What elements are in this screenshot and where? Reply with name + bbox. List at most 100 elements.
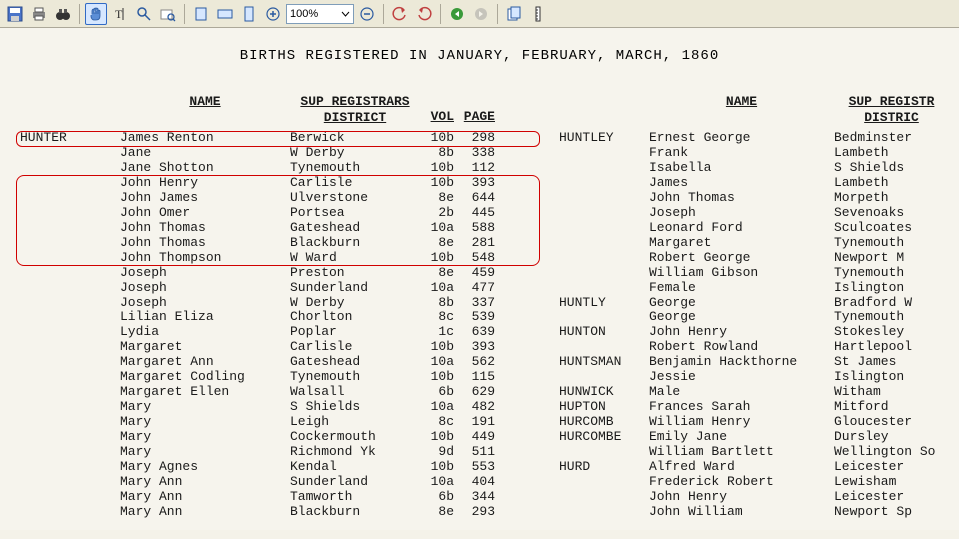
svg-text:T: T	[115, 7, 123, 21]
table-row: HUNTERJames RentonBerwick10b298	[10, 131, 549, 146]
zoom-icon[interactable]	[133, 3, 155, 25]
cell-vol: 2b	[420, 206, 460, 221]
cell-district: Lewisham	[834, 475, 949, 490]
pages-icon[interactable]	[503, 3, 525, 25]
cell-district: Sunderland	[290, 475, 420, 490]
chevron-down-icon	[341, 7, 350, 21]
cell-name: Isabella	[649, 161, 834, 176]
cell-surname	[559, 191, 649, 206]
cell-page: 445	[460, 206, 495, 221]
cell-vol: 10a	[420, 400, 460, 415]
cell-name: John Henry	[649, 325, 834, 340]
hand-icon[interactable]	[85, 3, 107, 25]
cell-district: Tynemouth	[834, 236, 949, 251]
cell-district: Bradford W	[834, 296, 949, 311]
save-icon[interactable]	[4, 3, 26, 25]
cell-surname	[10, 505, 120, 520]
cell-name: Frances Sarah	[649, 400, 834, 415]
zoom-in-icon[interactable]	[262, 3, 284, 25]
table-row: Mary AnnBlackburn8e293	[10, 505, 549, 520]
table-row: John HenryLeicester	[559, 490, 949, 505]
cell-name: Jane Shotton	[120, 161, 290, 176]
table-row: John ThompsonW Ward10b548	[10, 251, 549, 266]
table-row: JamesLambeth	[559, 176, 949, 191]
cell-name: Robert Rowland	[649, 340, 834, 355]
cell-page: 477	[460, 281, 495, 296]
cell-district: Tynemouth	[290, 161, 420, 176]
find-icon[interactable]	[157, 3, 179, 25]
header-name: NAME	[120, 94, 290, 125]
zoom-out-icon[interactable]	[356, 3, 378, 25]
table-row: Margaret AnnGateshead10a562	[10, 355, 549, 370]
cell-surname	[10, 310, 120, 325]
cell-surname	[10, 400, 120, 415]
table-row: JaneW Derby8b338	[10, 146, 549, 161]
table-row: Margaret EllenWalsall6b629	[10, 385, 549, 400]
cell-district: Tamworth	[290, 490, 420, 505]
zoom-value: 100%	[290, 8, 318, 20]
cell-page: 482	[460, 400, 495, 415]
fit-height-icon[interactable]	[238, 3, 260, 25]
ruler-icon[interactable]	[527, 3, 549, 25]
cell-vol: 10b	[420, 460, 460, 475]
cell-name: William Gibson	[649, 266, 834, 281]
cell-page: 588	[460, 221, 495, 236]
cell-page: 644	[460, 191, 495, 206]
prev-icon[interactable]	[446, 3, 468, 25]
zoom-select[interactable]: 100%	[286, 4, 354, 24]
table-row: Lilian ElizaChorlton8c539	[10, 310, 549, 325]
cell-name: George	[649, 310, 834, 325]
cell-name: Margaret	[120, 340, 290, 355]
cell-page: 298	[460, 131, 495, 146]
cell-vol: 10b	[420, 430, 460, 445]
cell-page: 293	[460, 505, 495, 520]
cell-district: Poplar	[290, 325, 420, 340]
cell-name: John James	[120, 191, 290, 206]
cell-surname	[10, 385, 120, 400]
cell-name: Robert George	[649, 251, 834, 266]
cell-surname: HURCOMB	[559, 415, 649, 430]
cell-name: Benjamin Hackthorne	[649, 355, 834, 370]
text-select-icon[interactable]: T	[109, 3, 131, 25]
cell-name: Female	[649, 281, 834, 296]
table-row: MaryS Shields10a482	[10, 400, 549, 415]
cell-district: Newport Sp	[834, 505, 949, 520]
cell-district: Gateshead	[290, 221, 420, 236]
cell-surname: HUNTON	[559, 325, 649, 340]
cell-surname	[10, 281, 120, 296]
cell-surname	[559, 266, 649, 281]
cell-name: Leonard Ford	[649, 221, 834, 236]
fit-page-icon[interactable]	[190, 3, 212, 25]
next-icon[interactable]	[470, 3, 492, 25]
cell-district: Gateshead	[290, 355, 420, 370]
fit-width-icon[interactable]	[214, 3, 236, 25]
cell-surname	[10, 251, 120, 266]
cell-district: S Shields	[290, 400, 420, 415]
binoculars-icon[interactable]	[52, 3, 74, 25]
table-row: John ThomasBlackburn8e281	[10, 236, 549, 251]
cell-district: Carlisle	[290, 340, 420, 355]
cell-district: W Ward	[290, 251, 420, 266]
cell-surname	[10, 370, 120, 385]
cell-vol: 10b	[420, 161, 460, 176]
print-icon[interactable]	[28, 3, 50, 25]
cell-page: 553	[460, 460, 495, 475]
table-row: HUNWICKMaleWitham	[559, 385, 949, 400]
cell-surname	[10, 460, 120, 475]
cell-surname	[559, 281, 649, 296]
rotate-left-icon[interactable]	[389, 3, 411, 25]
cell-name: Lilian Eliza	[120, 310, 290, 325]
rotate-right-icon[interactable]	[413, 3, 435, 25]
cell-page: 191	[460, 415, 495, 430]
table-row: HUNTSMANBenjamin HackthorneSt James	[559, 355, 949, 370]
cell-district: Preston	[290, 266, 420, 281]
cell-district: Wellington So	[834, 445, 949, 460]
cell-surname: HUNTSMAN	[559, 355, 649, 370]
cell-page: 344	[460, 490, 495, 505]
left-column: NAME SUP REGISTRARSDISTRICT VOL PAGE HUN…	[10, 94, 549, 520]
cell-district: Sevenoaks	[834, 206, 949, 221]
cell-surname: HURD	[559, 460, 649, 475]
cell-district: Blackburn	[290, 505, 420, 520]
cell-name: Mary	[120, 400, 290, 415]
cell-surname	[559, 236, 649, 251]
